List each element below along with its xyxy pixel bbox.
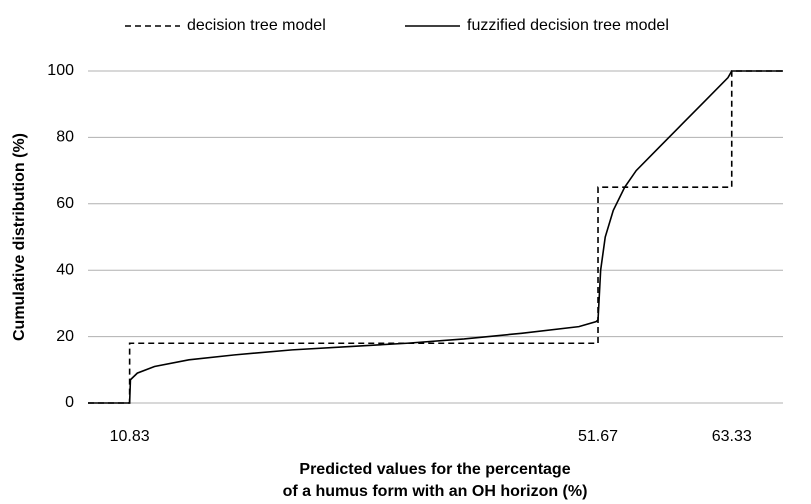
- x-tick-label: 63.33: [712, 428, 752, 445]
- y-tick-label: 0: [65, 394, 74, 411]
- line-series: [88, 70, 783, 404]
- y-tick-label: 80: [56, 129, 74, 146]
- x-tick-label: 51.67: [578, 428, 618, 445]
- legend-label: decision tree model: [187, 17, 326, 34]
- y-tick-label: 20: [56, 328, 74, 345]
- y-axis-label: Cumulative distribution (%): [11, 133, 28, 341]
- y-tick-label: 40: [56, 261, 74, 278]
- y-tick-label: 100: [47, 62, 74, 79]
- x-axis-label: of a humus form with an OH horizon (%): [283, 483, 588, 500]
- y-tick-label: 60: [56, 195, 74, 212]
- legend-label: fuzzified decision tree model: [467, 17, 669, 34]
- x-axis-label: Predicted values for the percentage: [299, 461, 570, 478]
- line-series: [88, 70, 783, 404]
- x-tick-label: 10.83: [110, 428, 150, 445]
